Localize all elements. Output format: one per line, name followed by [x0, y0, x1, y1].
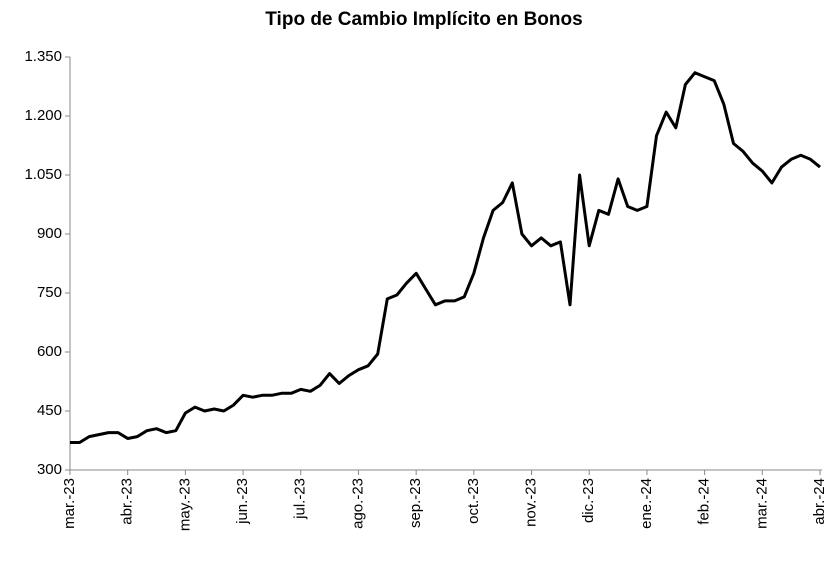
x-tick-label: may.-23	[176, 478, 193, 531]
y-tick-label: 600	[37, 343, 62, 360]
x-tick-label: jul.-23	[292, 478, 309, 520]
x-tick-label: sep.-23	[407, 478, 424, 528]
x-tick-label: abr.-24	[811, 478, 828, 525]
y-tick-label: 900	[37, 225, 62, 242]
chart-title: Tipo de Cambio Implícito en Bonos	[265, 9, 582, 30]
y-tick-label: 1.200	[24, 107, 62, 124]
x-tick-label: feb.-24	[696, 478, 713, 525]
x-tick-label: oct.-23	[465, 478, 482, 524]
y-tick-label: 450	[37, 402, 62, 419]
x-tick-label: ago.-23	[349, 478, 366, 529]
x-tick-label: nov.-23	[523, 478, 540, 527]
y-tick-label: 1.050	[24, 166, 62, 183]
x-tick-label: mar.-23	[61, 478, 78, 529]
x-tick-label: mar.-24	[753, 478, 770, 529]
y-tick-label: 750	[37, 284, 62, 301]
x-tick-label: dic.-23	[580, 478, 597, 523]
x-tick-label: ene.-24	[638, 478, 655, 529]
x-tick-label: abr.-23	[119, 478, 136, 525]
x-tick-label: jun.-23	[234, 478, 251, 525]
y-tick-label: 300	[37, 461, 62, 478]
line-series	[70, 71, 821, 444]
y-tick-label: 1.350	[24, 48, 62, 65]
